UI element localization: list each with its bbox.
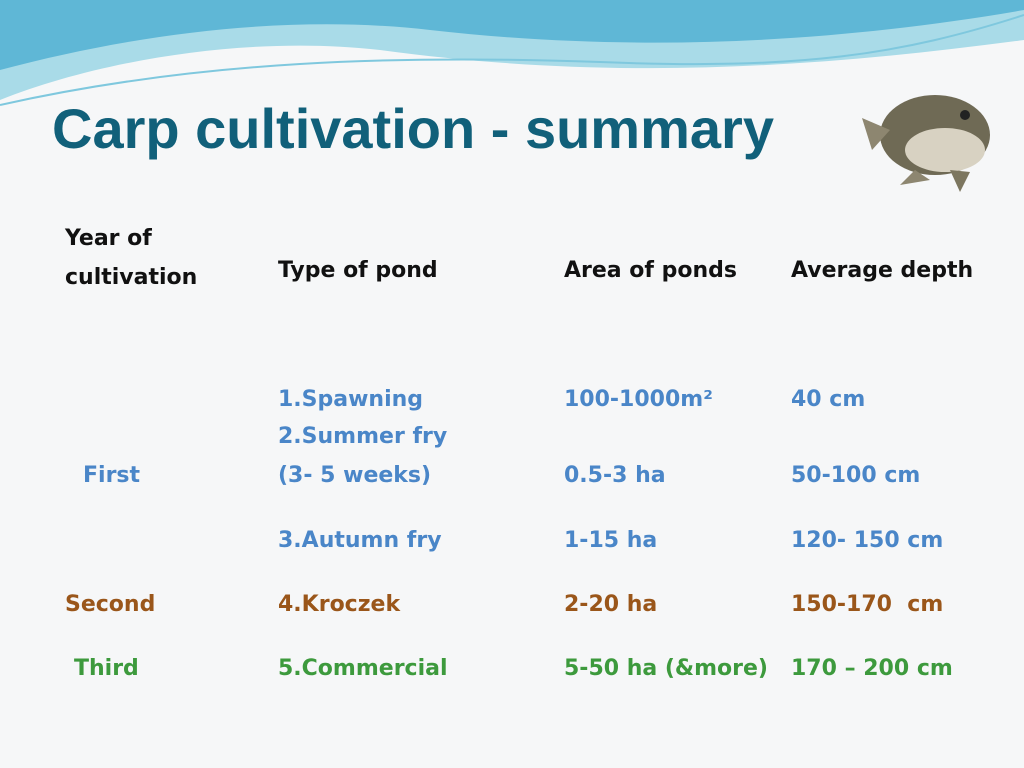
cell: 2.Summer fry — [278, 424, 448, 449]
cell: 100-1000m² — [564, 387, 713, 412]
title: Carp cultivation - summary — [52, 97, 774, 160]
cell: (3- 5 weeks) — [278, 463, 432, 488]
cell: 0.5-3 ha — [564, 463, 666, 488]
fish-icon — [862, 95, 990, 192]
year-cell: Second — [65, 592, 156, 617]
cell: 120- 150 cm — [791, 528, 944, 553]
header-cell: Area of ponds — [564, 258, 738, 283]
year-cell: First — [83, 463, 141, 488]
cell: 170 – 200 cm — [791, 656, 953, 681]
cell: 2-20 ha — [564, 592, 658, 617]
cell: 5-50 ha (&more) — [564, 656, 768, 681]
cell: 150-170 cm — [791, 592, 944, 617]
cell: 4.Kroczek — [278, 592, 401, 617]
cell: 1-15 ha — [564, 528, 658, 553]
wave — [0, 0, 1024, 70]
cell: 1.Spawning — [278, 387, 424, 412]
cell: 50-100 cm — [791, 463, 921, 488]
header-cell: Year of cultivation — [65, 226, 198, 290]
cell: 40 cm — [791, 387, 866, 412]
cell: 3.Autumn fry — [278, 528, 442, 553]
year-cell: Third — [74, 656, 139, 681]
header-cell: Average depth — [791, 258, 974, 283]
cell: 5.Commercial — [278, 656, 448, 681]
wave-line — [0, 14, 1024, 106]
header-cell: Type of pond — [278, 258, 438, 283]
